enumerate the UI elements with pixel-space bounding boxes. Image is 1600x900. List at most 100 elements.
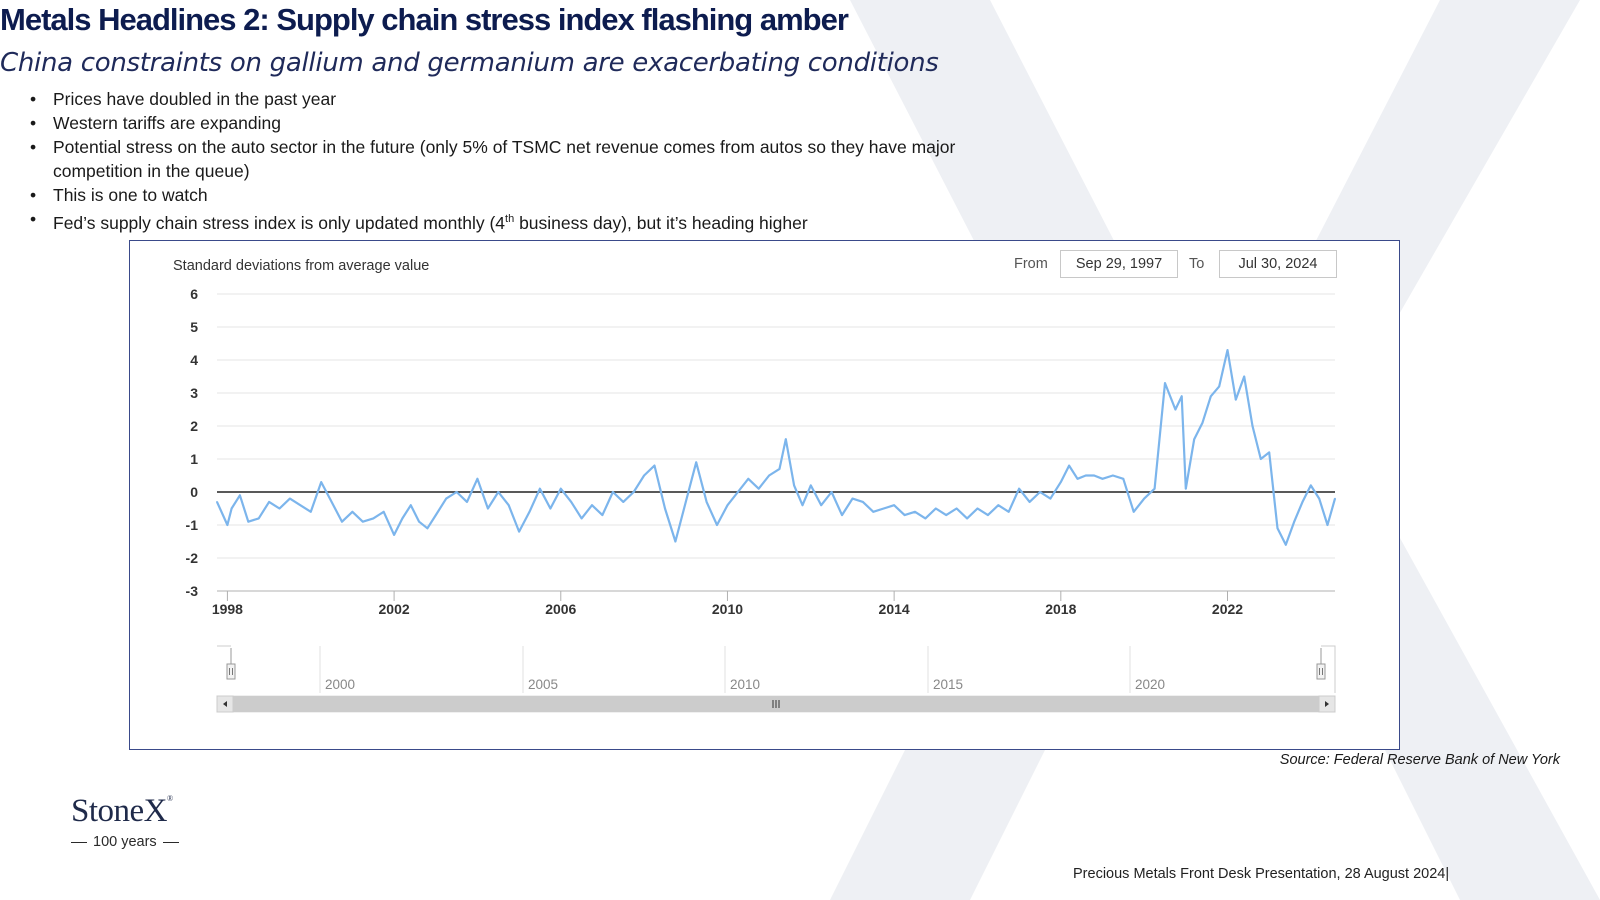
data-point bbox=[664, 507, 666, 510]
data-point bbox=[1201, 421, 1204, 424]
from-date-input[interactable]: Sep 29, 1997 bbox=[1060, 250, 1178, 278]
data-point bbox=[497, 491, 500, 493]
grid-layer bbox=[217, 293, 1335, 559]
x-tick-label: 1998 bbox=[212, 601, 243, 617]
bullet-item: Potential stress on the auto sector in t… bbox=[30, 135, 1010, 183]
data-point bbox=[612, 491, 614, 493]
navigator-year-label: 2020 bbox=[1135, 677, 1165, 692]
data-point bbox=[1068, 464, 1070, 467]
data-point bbox=[695, 461, 698, 464]
y-tick-label: -2 bbox=[186, 550, 199, 566]
data-point bbox=[1184, 487, 1187, 490]
x-tick-label: 2022 bbox=[1212, 601, 1243, 617]
data-point bbox=[1318, 497, 1321, 500]
data-point bbox=[716, 524, 718, 526]
data-point bbox=[1112, 474, 1114, 477]
scroll-left-button[interactable] bbox=[216, 695, 234, 713]
data-point bbox=[987, 514, 989, 516]
data-point bbox=[455, 491, 458, 493]
data-point bbox=[1301, 501, 1304, 503]
data-point bbox=[257, 517, 260, 520]
navigator-year-label: 2010 bbox=[730, 677, 760, 692]
data-point bbox=[1259, 458, 1262, 460]
bullet-item: This is one to watch bbox=[30, 183, 1010, 207]
data-point bbox=[1276, 527, 1279, 530]
navigator-handle[interactable] bbox=[1316, 648, 1326, 680]
navigator-outline bbox=[217, 645, 1336, 693]
data-point bbox=[1132, 510, 1135, 513]
data-point bbox=[559, 487, 562, 490]
slide-title: Metals Headlines 2: Supply chain stress … bbox=[0, 2, 849, 37]
data-point bbox=[1059, 481, 1062, 483]
data-point bbox=[851, 497, 854, 500]
data-point bbox=[601, 514, 604, 516]
data-point bbox=[997, 504, 1000, 507]
navigator-year-label: 2000 bbox=[325, 677, 355, 692]
data-point bbox=[945, 514, 948, 516]
to-label: To bbox=[1189, 256, 1205, 272]
navigator-year-label: 2005 bbox=[528, 677, 558, 692]
y-tick-label: 5 bbox=[190, 319, 198, 335]
logo-name: StoneX bbox=[71, 793, 168, 829]
data-point bbox=[361, 520, 364, 523]
data-point bbox=[216, 501, 218, 503]
bullet-item: Prices have doubled in the past year bbox=[30, 87, 1010, 111]
navigator[interactable]: 2000 2005 2010 2015 2020 bbox=[216, 645, 1336, 713]
y-tick-label: 3 bbox=[190, 385, 198, 401]
data-point bbox=[955, 507, 958, 510]
bullet-text: business day), but it’s heading higher bbox=[514, 212, 808, 233]
navigator-year-label: 2015 bbox=[933, 677, 963, 692]
data-point bbox=[914, 510, 916, 513]
data-point bbox=[705, 501, 708, 503]
data-point bbox=[1268, 451, 1271, 454]
data-point bbox=[1101, 477, 1104, 480]
handle-box bbox=[226, 663, 236, 680]
data-point bbox=[418, 520, 420, 523]
stonex-logo: StoneX® 100 years bbox=[71, 795, 179, 850]
data-point bbox=[466, 501, 468, 503]
data-point bbox=[674, 540, 677, 543]
series-line bbox=[215, 349, 1337, 546]
data-point bbox=[1076, 477, 1079, 480]
data-point bbox=[309, 510, 312, 513]
data-point bbox=[1309, 484, 1312, 487]
from-label: From bbox=[1014, 256, 1048, 272]
bullet-list: Prices have doubled in the past year Wes… bbox=[30, 87, 1010, 235]
data-point bbox=[801, 504, 804, 507]
data-point bbox=[1018, 487, 1020, 490]
data-point bbox=[778, 468, 781, 470]
to-date-input[interactable]: Jul 30, 2024 bbox=[1219, 250, 1337, 278]
data-point bbox=[476, 477, 479, 480]
logo-registered-mark: ® bbox=[167, 794, 173, 803]
data-point bbox=[278, 507, 281, 510]
data-point bbox=[1153, 487, 1156, 490]
data-point bbox=[1028, 501, 1031, 503]
data-point bbox=[1334, 497, 1336, 500]
y-tick-label: 4 bbox=[190, 352, 198, 368]
scroll-right-button[interactable] bbox=[1318, 695, 1336, 713]
data-point bbox=[757, 487, 760, 490]
data-point bbox=[1039, 491, 1041, 493]
data-point bbox=[934, 507, 937, 510]
data-point bbox=[393, 534, 395, 536]
stress-index-chart: Standard deviations from average value 6… bbox=[173, 258, 1337, 713]
slide-subtitle: China constraints on gallium and germani… bbox=[0, 48, 939, 78]
data-point bbox=[372, 517, 375, 520]
data-point bbox=[966, 517, 968, 520]
data-point bbox=[1226, 349, 1229, 351]
data-point bbox=[1193, 438, 1196, 441]
data-point bbox=[580, 517, 583, 520]
logo-tagline: 100 years bbox=[93, 834, 157, 850]
footer-text: Precious Metals Front Desk Presentation,… bbox=[1073, 866, 1450, 882]
data-point bbox=[1326, 524, 1329, 526]
data-point bbox=[1251, 425, 1254, 427]
chart-container: Standard deviations from average value 6… bbox=[129, 240, 1400, 750]
data-point bbox=[247, 520, 250, 523]
data-point bbox=[820, 504, 823, 507]
data-point bbox=[903, 514, 906, 516]
data-point bbox=[351, 510, 354, 513]
data-point bbox=[528, 510, 531, 513]
series-layer bbox=[215, 349, 1337, 546]
navigator-handle[interactable] bbox=[226, 648, 236, 680]
data-point bbox=[862, 501, 864, 503]
